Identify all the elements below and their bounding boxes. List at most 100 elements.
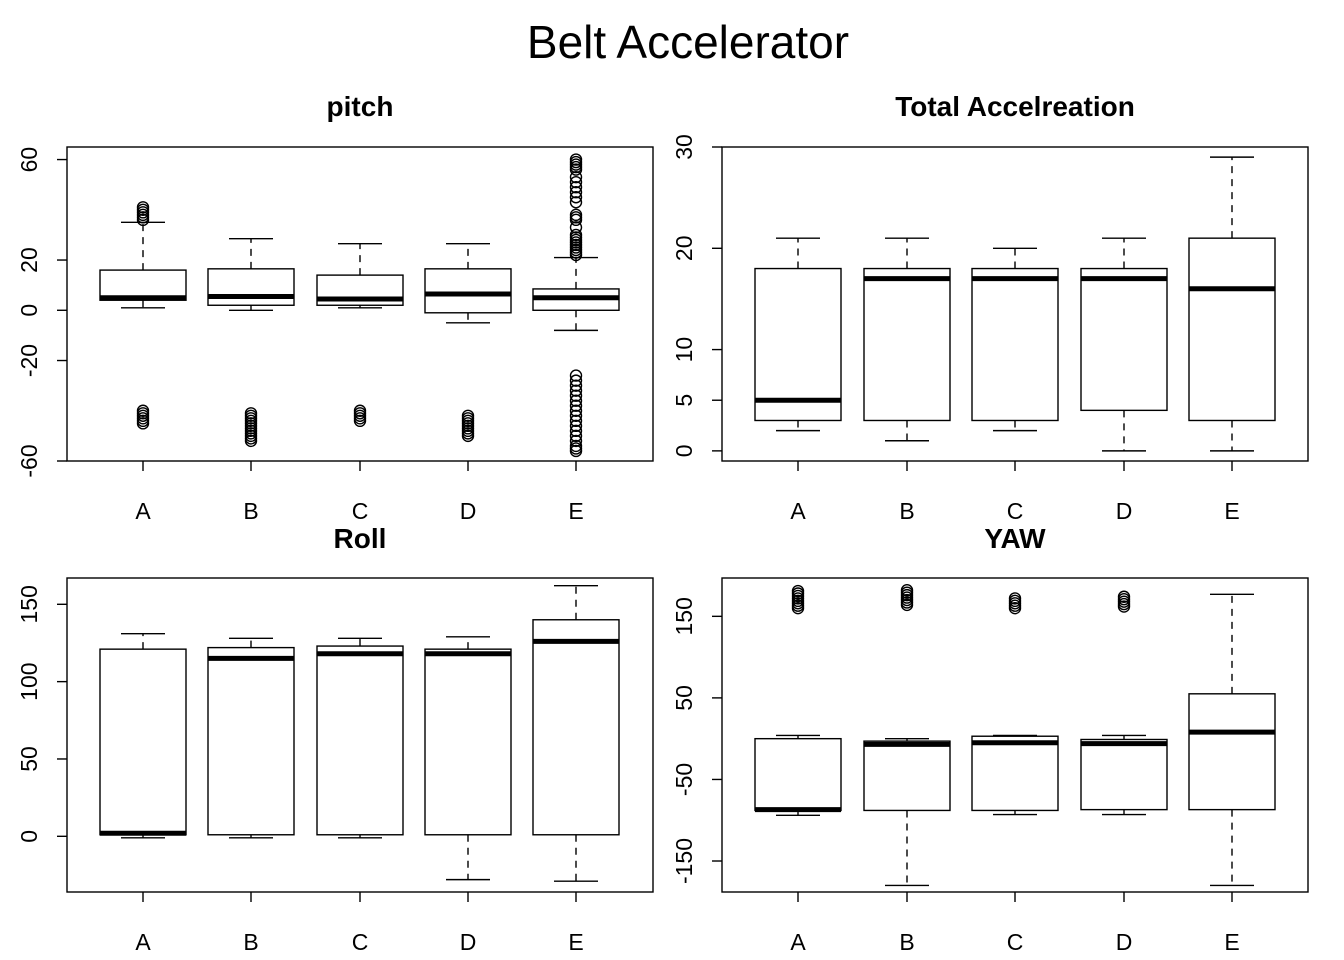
y-tick-label: 50: [671, 685, 697, 711]
x-tick-label: C: [1007, 929, 1024, 955]
outlier-point: [569, 170, 583, 184]
outlier-point: [900, 584, 914, 597]
outlier-point: [461, 429, 475, 443]
outlier-point: [569, 404, 583, 417]
outlier-point: [569, 389, 583, 402]
y-tick-label: 150: [16, 585, 42, 623]
panel-1: pitch -60 -20 0 20 60 A B C D E: [16, 91, 654, 524]
iqr-box: [99, 269, 187, 301]
panel-2: Total Accelreation 0 5 10 20 30 A B C D E: [671, 91, 1309, 524]
panel-title: pitch: [327, 91, 394, 122]
y-tick-label: -50: [671, 763, 697, 796]
y-tick-label: -20: [16, 344, 42, 377]
box-C: [971, 592, 1059, 816]
x-tick-label: D: [460, 498, 477, 524]
box-D: [424, 636, 512, 881]
iqr-box: [424, 268, 512, 314]
x-tick-label: C: [1007, 498, 1024, 524]
box-C: [316, 243, 404, 428]
box-A: [99, 201, 187, 430]
outlier-point: [569, 444, 583, 458]
outlier-point: [569, 221, 583, 234]
box-C: [316, 637, 404, 839]
outlier-point: [569, 384, 583, 397]
outlier-point: [569, 379, 583, 392]
outlier-point: [569, 180, 583, 194]
panel-title: Total Accelreation: [895, 91, 1135, 122]
y-tick-label: 60: [16, 147, 42, 173]
panel-title: Roll: [334, 523, 387, 554]
outlier-point: [569, 429, 583, 443]
box-B: [207, 637, 295, 839]
outlier-point: [569, 424, 583, 438]
iqr-box: [1188, 237, 1276, 422]
y-tick-label: 0: [16, 304, 42, 317]
y-tick-label: 0: [16, 830, 42, 843]
box-D: [424, 243, 512, 443]
panel-4: YAW -150 -50 50 150 A B C D E: [671, 523, 1309, 955]
iqr-box: [1080, 267, 1168, 412]
box-B: [863, 237, 951, 442]
iqr-box: [207, 646, 295, 836]
outlier-point: [569, 186, 583, 199]
box-A: [99, 632, 187, 839]
box-D: [1080, 590, 1168, 816]
x-tick-label: E: [568, 929, 583, 955]
panel-title: YAW: [984, 523, 1046, 554]
outlier-point: [569, 153, 583, 166]
y-tick-label: 50: [16, 746, 42, 772]
y-tick-label: -150: [671, 838, 697, 884]
x-tick-label: A: [790, 929, 806, 955]
x-tick-label: B: [899, 498, 914, 524]
y-tick-label: 5: [671, 394, 697, 407]
outlier-point: [569, 434, 583, 448]
panels: pitch -60 -20 0 20 60 A B C D E Total Accelreation 0…: [16, 91, 1309, 955]
x-tick-label: D: [460, 929, 477, 955]
y-tick-label: -60: [16, 444, 42, 477]
x-tick-label: C: [352, 498, 369, 524]
iqr-box: [207, 268, 295, 306]
x-tick-label: B: [899, 929, 914, 955]
outlier-point: [569, 228, 583, 242]
box-D: [1080, 237, 1168, 452]
y-tick-label: 0: [671, 444, 697, 457]
outlier-point: [353, 414, 367, 428]
box-A: [754, 237, 842, 432]
outlier-point: [569, 191, 583, 204]
box-E: [532, 585, 620, 882]
x-tick-label: B: [243, 929, 258, 955]
x-tick-label: C: [352, 929, 369, 955]
outlier-point: [569, 419, 583, 433]
box-A: [754, 584, 842, 817]
outlier-point: [569, 374, 583, 387]
y-tick-label: 30: [671, 134, 697, 160]
x-tick-label: D: [1116, 498, 1133, 524]
y-tick-label: 10: [671, 337, 697, 363]
iqr-box: [863, 740, 951, 812]
x-tick-label: D: [1116, 929, 1133, 955]
iqr-box: [424, 648, 512, 836]
x-tick-label: A: [135, 929, 151, 955]
iqr-box: [754, 737, 842, 812]
x-tick-label: E: [1224, 929, 1239, 955]
iqr-box: [1188, 693, 1276, 811]
x-tick-label: A: [790, 498, 806, 524]
outlier-point: [244, 434, 258, 448]
outlier-point: [791, 584, 805, 598]
x-tick-label: E: [1224, 498, 1239, 524]
outlier-point: [1008, 592, 1022, 605]
y-tick-label: 150: [671, 597, 697, 635]
panel-3: Roll 0 50 100 150 A B C D E: [16, 523, 654, 955]
outlier-point: [569, 208, 583, 222]
box-E: [1188, 156, 1276, 452]
y-tick-label: 20: [671, 235, 697, 261]
outlier-point: [569, 196, 583, 209]
x-tick-label: E: [568, 498, 583, 524]
iqr-box: [99, 648, 187, 836]
iqr-box: [316, 645, 404, 836]
outlier-point: [569, 414, 583, 428]
iqr-box: [754, 267, 842, 422]
iqr-box: [532, 619, 620, 836]
iqr-box: [971, 267, 1059, 422]
